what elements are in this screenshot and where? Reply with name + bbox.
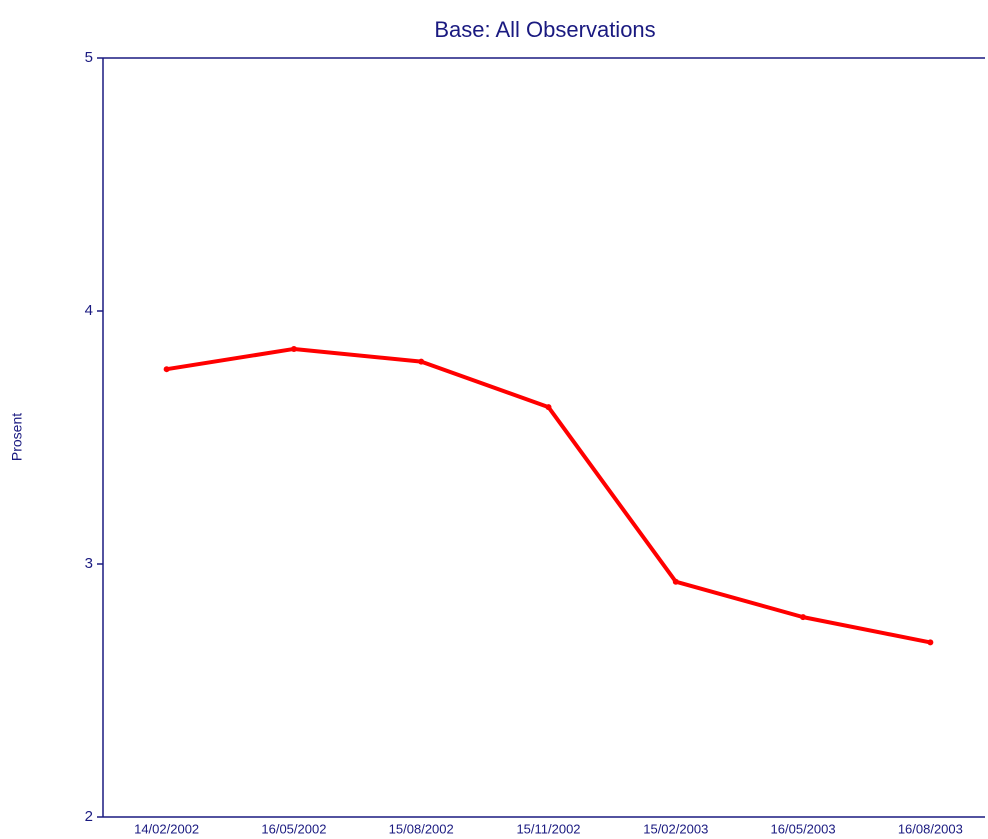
point xyxy=(290,345,297,352)
y-tick-label: 4 xyxy=(85,302,93,319)
x-tick-label: 14/02/2002 xyxy=(134,821,199,836)
x-tick-label: 15/08/2002 xyxy=(389,821,454,836)
x-tick-label: 15/02/2003 xyxy=(643,821,708,836)
point xyxy=(672,578,679,585)
y-tick-label: 2 xyxy=(85,808,93,825)
x-tick-label: 15/11/2002 xyxy=(516,821,580,836)
x-tick-label: 16/08/2003 xyxy=(898,821,963,836)
chart-title: Base: All Observations xyxy=(434,17,655,42)
y-tick-label: 5 xyxy=(85,49,93,66)
x-tick-label: 16/05/2003 xyxy=(771,821,836,836)
point xyxy=(545,404,552,411)
point xyxy=(800,614,807,621)
x-tick-label: 16/05/2002 xyxy=(261,821,326,836)
point xyxy=(927,639,934,646)
point xyxy=(418,358,425,365)
point xyxy=(163,366,170,373)
y-axis-label: Prosent xyxy=(9,413,25,461)
y-tick-label: 3 xyxy=(85,555,93,572)
line-series xyxy=(166,346,931,645)
